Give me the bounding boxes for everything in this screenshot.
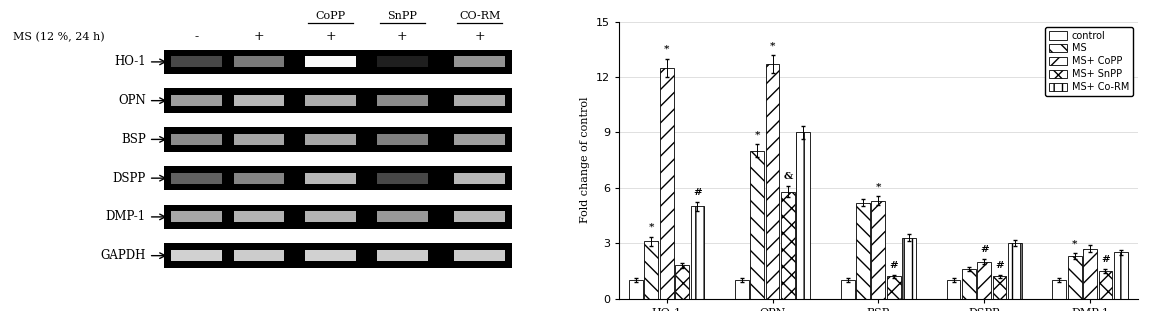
Text: *: * [875,183,881,192]
Text: HO-1: HO-1 [114,55,146,68]
Text: #: # [693,188,702,197]
Bar [629,280,643,299]
Text: CO-RM: CO-RM [459,11,500,21]
Bar [377,250,427,261]
Bar [962,269,976,299]
Bar [233,56,284,67]
Bar [171,95,222,106]
Text: #: # [889,261,899,270]
Bar [454,56,505,67]
Bar [735,280,748,299]
Bar [164,244,512,268]
Text: *: * [1072,240,1078,249]
Bar [947,280,961,299]
Bar [377,95,427,106]
Bar [1008,243,1022,299]
Text: DMP-1: DMP-1 [105,211,146,223]
Text: #: # [1101,255,1110,264]
Text: *: * [664,45,670,54]
Text: SnPP: SnPP [387,11,417,21]
Y-axis label: Fold change of control: Fold change of control [580,97,590,223]
Bar [841,280,855,299]
Bar [171,250,222,261]
Bar [676,265,688,299]
Bar [454,173,505,184]
Bar [751,151,765,299]
Text: DSPP: DSPP [112,172,146,185]
Bar [902,238,916,299]
Bar [644,241,658,299]
Bar [164,166,512,190]
Bar [377,134,427,145]
Bar [454,250,505,261]
Bar [856,202,870,299]
Text: GAPDH: GAPDH [100,249,146,262]
Bar [305,134,356,145]
Bar [872,201,885,299]
Text: *: * [769,41,775,50]
Bar [660,68,673,299]
Bar [171,56,222,67]
Bar [781,192,795,299]
Text: MS (12 %, 24 h): MS (12 %, 24 h) [13,32,104,42]
Bar [164,127,512,151]
Bar [305,95,356,106]
Text: #: # [979,245,989,254]
Bar [233,134,284,145]
Text: +: + [326,30,336,44]
Text: -: - [194,30,199,44]
Bar [796,132,810,299]
Bar [1068,256,1081,299]
Bar [1098,271,1112,299]
Bar [691,206,705,299]
Bar [233,211,284,222]
Bar [377,211,427,222]
Text: +: + [475,30,485,44]
Bar [171,173,222,184]
Text: BSP: BSP [121,133,146,146]
Text: OPN: OPN [118,94,146,107]
Bar [171,211,222,222]
Bar [454,95,505,106]
Bar [171,134,222,145]
Bar [766,64,780,299]
Bar [1113,253,1127,299]
Bar [164,50,512,74]
Bar [1083,249,1097,299]
Bar [305,211,356,222]
Bar [377,56,427,67]
Bar [164,88,512,113]
Text: &: & [783,172,792,181]
Text: *: * [649,223,654,232]
Bar [233,173,284,184]
Bar [233,95,284,106]
Bar [887,276,901,299]
Bar [992,276,1006,299]
Text: +: + [397,30,408,44]
Text: CoPP: CoPP [315,11,345,21]
Bar [454,134,505,145]
Bar [1052,280,1066,299]
Bar [164,205,512,229]
Bar [305,173,356,184]
Bar [305,56,356,67]
Bar [377,173,427,184]
Bar [454,211,505,222]
Text: +: + [254,30,264,44]
Bar [233,250,284,261]
Bar [977,262,991,299]
Bar [305,250,356,261]
Legend: control, MS, MS+ CoPP, MS+ SnPP, MS+ Co-RM: control, MS, MS+ CoPP, MS+ SnPP, MS+ Co-… [1045,27,1133,96]
Text: #: # [996,261,1004,270]
Text: *: * [754,131,760,140]
